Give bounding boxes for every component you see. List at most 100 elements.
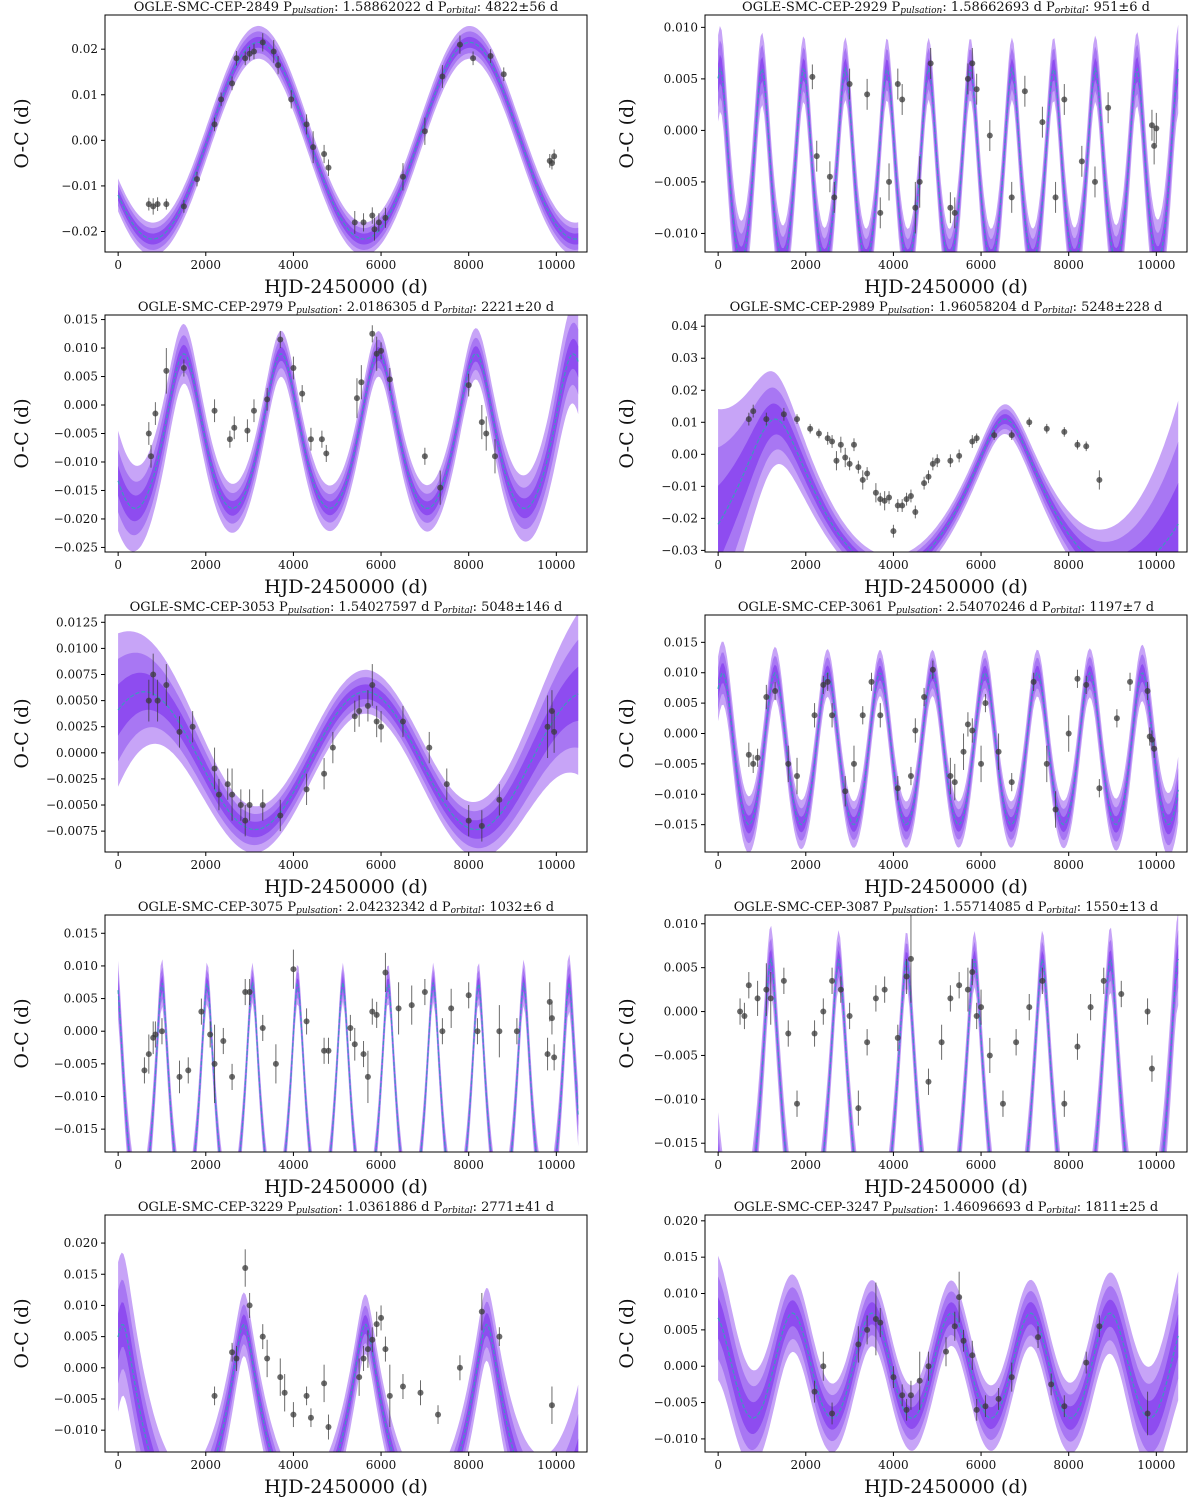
data-point (833, 457, 840, 464)
data-point (321, 1047, 328, 1054)
data-point (229, 1073, 236, 1080)
data-point (925, 1078, 932, 1085)
data-point (916, 1377, 923, 1384)
data-point (548, 1402, 555, 1409)
x-tick-label: 0 (714, 1458, 722, 1472)
data-point (478, 822, 485, 829)
data-point (465, 382, 472, 389)
data-point (824, 678, 831, 685)
y-tick-label: 0.015 (664, 635, 698, 649)
data-point (1096, 785, 1103, 792)
data-point (180, 203, 187, 210)
data-point (745, 751, 752, 758)
data-point (386, 1392, 393, 1399)
data-point (358, 379, 365, 386)
data-point (259, 802, 266, 809)
data-point (259, 1024, 266, 1031)
data-point (1061, 1403, 1068, 1410)
plot-frame (704, 1214, 1188, 1453)
x-tick-label: 4000 (278, 258, 309, 272)
plot-area (717, 641, 1179, 852)
data-point (351, 713, 358, 720)
x-tick-label: 4000 (878, 558, 909, 572)
orbital-period: : 1550±13 d (1077, 900, 1159, 915)
data-point (290, 966, 297, 973)
data-point (794, 416, 801, 423)
data-point (465, 992, 472, 999)
y-tick-label: 0.00 (671, 447, 698, 461)
data-point (399, 718, 406, 725)
y-tick-label: 0.000 (664, 727, 698, 741)
data-point (218, 96, 225, 103)
data-point (1074, 441, 1081, 448)
data-point (307, 436, 314, 443)
star-name: OGLE-SMC-CEP-3247 P (734, 1200, 892, 1215)
data-point (763, 986, 770, 993)
data-point (916, 178, 923, 185)
data-point (811, 712, 818, 719)
data-point (303, 121, 310, 128)
x-tick-label: 0 (714, 1158, 722, 1172)
x-tick-label: 8000 (453, 1158, 484, 1172)
x-tick-label: 10000 (1137, 1458, 1175, 1472)
data-point (837, 986, 844, 993)
orbital-period: : 1811±25 d (1077, 1200, 1159, 1215)
data-point (969, 438, 976, 445)
x-tick-label: 10000 (537, 258, 575, 272)
data-point (148, 453, 155, 460)
data-point (934, 457, 941, 464)
data-point (373, 1321, 380, 1328)
data-point (233, 55, 240, 62)
x-axis-label: HJD-2450000 (d) (864, 1476, 1028, 1498)
data-point (964, 986, 971, 993)
data-point (995, 748, 1002, 755)
y-tick-label: 0.005 (64, 1330, 98, 1344)
data-point (951, 209, 958, 216)
orbital-period: : 2771±41 d (473, 1200, 555, 1215)
data-point (152, 1031, 159, 1038)
subscript-orbital: orbital (442, 1206, 472, 1216)
data-point (470, 55, 477, 62)
data-point (211, 1060, 218, 1067)
y-tick-label: 0.0100 (56, 641, 98, 655)
data-point (877, 712, 884, 719)
y-tick-label: 0.015 (64, 926, 98, 940)
data-point (242, 989, 249, 996)
x-tick-label: 0 (114, 1158, 122, 1172)
data-point (1127, 678, 1134, 685)
data-point (1096, 1323, 1103, 1330)
data-point (1100, 977, 1107, 984)
data-point (360, 1051, 367, 1058)
chart-svg: 0 2000 4000 6000 8000 10000 −0.010 −0.005 0.000 0… (616, 0, 1188, 298)
x-tick-label: 6000 (366, 1458, 397, 1472)
chart-panel: 0 2000 4000 6000 8000 10000 −0.010 −0.005 0.000 0… (600, 0, 1200, 300)
y-tick-label: −0.02 (61, 224, 98, 238)
data-point (973, 1012, 980, 1019)
x-axis-label: HJD-2450000 (d) (264, 1176, 428, 1198)
subscript-pulsation: pulsation (296, 906, 338, 916)
y-tick-label: −0.010 (54, 1423, 98, 1437)
subscript-pulsation: pulsation (292, 6, 334, 16)
x-tick-label: 8000 (1053, 858, 1084, 872)
data-point (369, 681, 376, 688)
data-point (890, 528, 897, 535)
chart-svg: 0 2000 4000 6000 8000 10000 −0.03 −0.02 −0.01 0.0… (616, 300, 1188, 598)
y-tick-label: 0.01 (71, 88, 98, 102)
data-point (846, 81, 853, 88)
x-tick-label: 4000 (878, 1158, 909, 1172)
data-point (198, 1008, 205, 1015)
y-axis-label: O-C (d) (616, 98, 638, 168)
y-axis-label: O-C (d) (11, 998, 33, 1068)
subscript-orbital: orbital (442, 606, 472, 616)
data-point (815, 430, 822, 437)
data-point (513, 1028, 520, 1035)
y-tick-label: 0.015 (64, 1267, 98, 1281)
x-tick-label: 10000 (537, 858, 575, 872)
data-point (872, 1315, 879, 1322)
data-point (544, 1051, 551, 1058)
chart-panel: 0 2000 4000 6000 8000 10000 −0.025 −0.020 −0.015… (0, 300, 600, 600)
y-tick-label: 0.000 (664, 1005, 698, 1019)
data-point (224, 781, 231, 788)
subscript-pulsation: pulsation (296, 306, 338, 316)
y-tick-label: 0.0000 (56, 746, 98, 760)
